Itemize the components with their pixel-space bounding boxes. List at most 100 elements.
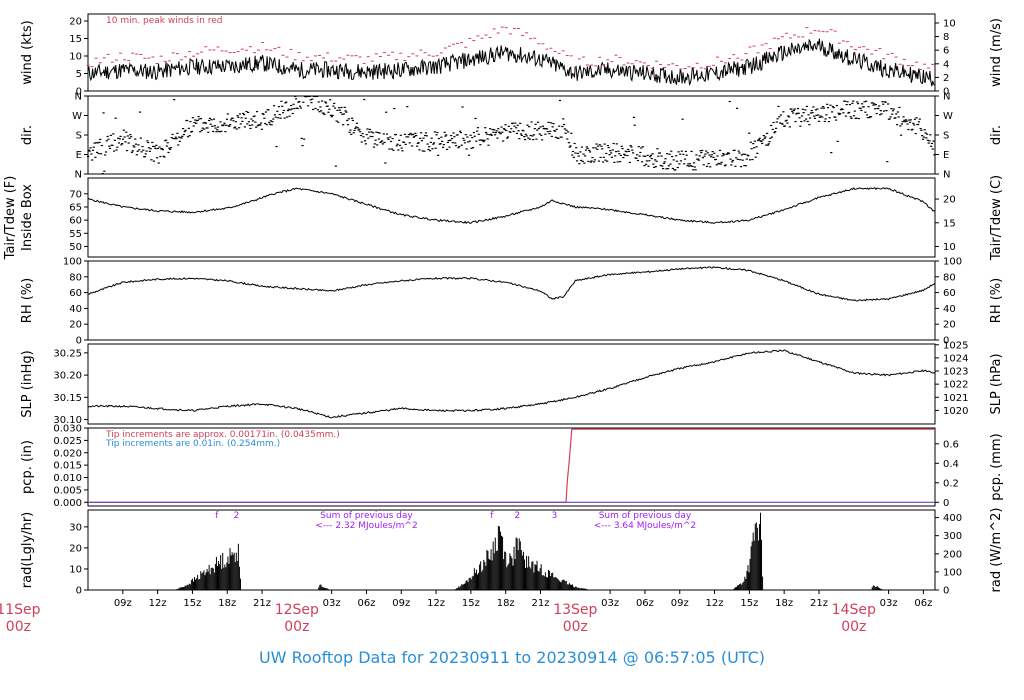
y-right-tick-label: 8 xyxy=(943,32,949,43)
y-right-tick-label: 1022 xyxy=(943,380,968,391)
y-right-tick-label: 1020 xyxy=(943,406,968,417)
rad-marker-label: f xyxy=(490,511,494,521)
y-right-tick-label: 4 xyxy=(943,59,949,70)
y-tick-label: 20 xyxy=(69,543,82,554)
y-right-tick-label: 80 xyxy=(943,272,956,283)
y-right-tick-label: 0 xyxy=(943,586,949,597)
y-tick-label: 0 xyxy=(76,87,82,98)
y-right-tick-label: 1024 xyxy=(943,353,968,364)
y-right-tick-label: 300 xyxy=(943,531,962,542)
y-axis-label: rad(Lgly/hr) xyxy=(20,512,35,588)
x-tick-label: 21z xyxy=(810,598,828,609)
x-tick-label: 18z xyxy=(775,598,793,609)
y-right-tick-label: 6 xyxy=(943,46,949,57)
wind-annotation: 10 min. peak winds in red xyxy=(106,16,223,26)
y-axis-label-2: Inside Box xyxy=(20,184,35,251)
y-tick-label: 65 xyxy=(69,202,82,213)
y-axis-label: pcp. (in) xyxy=(20,440,35,494)
rad-marker-label: 2 xyxy=(514,511,520,521)
y-right-tick-label: W xyxy=(943,111,953,122)
y-tick-label: 0 xyxy=(76,586,82,597)
y-tick-label: 5 xyxy=(76,69,82,80)
rad-sum-value: <--- 3.64 MJoules/m^2 xyxy=(594,521,696,531)
y-axis-label-right: pcp. (mm) xyxy=(989,433,1004,500)
x-tick-label: 21z xyxy=(532,598,550,609)
y-axis-label-right: SLP (hPa) xyxy=(989,353,1004,414)
y-tick-label: 0 xyxy=(76,336,82,347)
y-tick-label: 30.25 xyxy=(53,348,82,359)
x-tick-label: 12z xyxy=(427,598,445,609)
y-axis-label-right: rad (W/m^2) xyxy=(989,508,1004,593)
day-label: 14Sep xyxy=(832,602,876,618)
y-right-tick-label: 2 xyxy=(943,73,949,84)
wind-series-line xyxy=(87,38,935,87)
y-right-tick-label: 0 xyxy=(943,87,949,98)
x-tick-label: 12z xyxy=(149,598,167,609)
y-right-tick-label: 40 xyxy=(943,304,956,315)
rad-marker-label: f xyxy=(215,511,219,521)
tair-series-line xyxy=(87,187,936,225)
panel-frame-temp xyxy=(87,177,936,258)
y-right-tick-label: 1021 xyxy=(943,393,968,404)
x-tick-label: 15z xyxy=(740,598,758,609)
y-right-tick-label: 0.6 xyxy=(943,439,959,450)
y-tick-label: S xyxy=(76,131,82,142)
y-tick-label: 20 xyxy=(69,17,82,28)
y-tick-label: 100 xyxy=(63,257,82,268)
y-tick-label: 0.010 xyxy=(53,473,82,484)
y-right-tick-label: 0 xyxy=(943,336,949,347)
y-right-tick-label: 0.4 xyxy=(943,459,959,470)
y-right-tick-label: 15 xyxy=(943,218,956,229)
y-tick-label: 60 xyxy=(69,216,82,227)
y-right-tick-label: 0.2 xyxy=(943,478,959,489)
y-axis-label-right: dir. xyxy=(989,125,1004,145)
y-right-tick-label: N xyxy=(943,92,950,103)
x-tick-label: 03z xyxy=(323,598,341,609)
y-tick-label: W xyxy=(72,111,82,122)
y-tick-label: 30 xyxy=(69,522,82,533)
y-axis-label: dir. xyxy=(20,125,35,145)
y-tick-label: 15 xyxy=(69,34,82,45)
rad-sum-note: Sum of previous day xyxy=(320,511,413,521)
day-hour-label: 00z xyxy=(841,619,866,635)
rh-series-line xyxy=(87,266,936,302)
y-tick-label: 0.005 xyxy=(53,485,82,496)
precip-annotation-2: Tip increments are 0.01in. (0.254mm.) xyxy=(105,439,280,449)
y-right-tick-label: 20 xyxy=(943,320,956,331)
x-tick-label: 06z xyxy=(636,598,654,609)
y-tick-label: 0.030 xyxy=(53,424,82,435)
y-tick-label: 0.000 xyxy=(53,498,82,509)
rad-marker-label: 2 xyxy=(234,511,240,521)
y-tick-label: 0.015 xyxy=(53,461,82,472)
day-hour-label: 00z xyxy=(6,619,31,635)
y-right-tick-label: N xyxy=(943,170,950,181)
day-hour-label: 00z xyxy=(284,619,309,635)
day-hour-label: 00z xyxy=(563,619,588,635)
y-right-tick-label: 1025 xyxy=(943,340,968,351)
y-tick-label: 50 xyxy=(69,242,82,253)
x-tick-label: 03z xyxy=(880,598,898,609)
x-tick-label: 12z xyxy=(706,598,724,609)
y-right-tick-label: 10 xyxy=(943,18,956,29)
y-right-tick-label: 1023 xyxy=(943,367,968,378)
y-tick-label: 10 xyxy=(69,564,82,575)
chart-title: UW Rooftop Data for 20230911 to 20230914… xyxy=(258,648,766,667)
y-tick-label: N xyxy=(75,92,82,103)
y-axis-label: Tair/Tdew (F) xyxy=(3,176,18,261)
y-tick-label: 0.020 xyxy=(53,448,82,459)
panel-frame-slp xyxy=(87,343,936,425)
y-tick-label: 30.15 xyxy=(53,393,82,404)
x-tick-label: 21z xyxy=(253,598,271,609)
y-tick-label: E xyxy=(76,150,82,161)
y-right-tick-label: 100 xyxy=(943,567,962,578)
panel-frame-wind xyxy=(87,13,936,92)
x-tick-label: 18z xyxy=(497,598,515,609)
x-tick-label: 15z xyxy=(183,598,201,609)
y-right-tick-label: 400 xyxy=(943,513,962,524)
day-label: 13Sep xyxy=(553,602,597,618)
y-axis-label-right: wind (m/s) xyxy=(989,18,1004,87)
day-label: 11Sep xyxy=(0,602,41,618)
x-tick-label: 09z xyxy=(114,598,132,609)
y-right-tick-label: 200 xyxy=(943,549,962,560)
